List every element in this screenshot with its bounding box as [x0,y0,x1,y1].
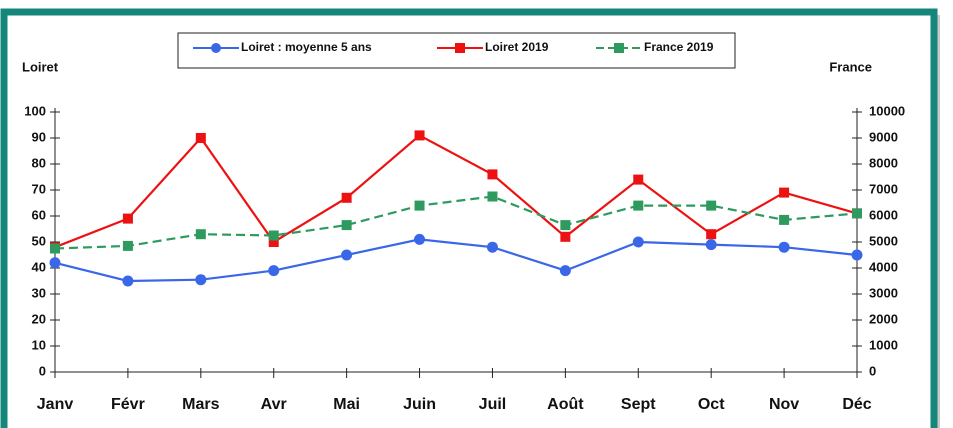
legend-marker [455,43,465,53]
series-marker [50,243,60,254]
x-tick-label: Août [547,396,584,413]
x-tick-label: Sept [621,396,656,413]
series-marker [487,169,498,180]
x-tick-label: Févr [111,396,145,413]
legend-label: France 2019 [644,40,714,54]
series-marker [195,133,206,143]
x-tick-label: Mars [182,396,219,413]
series-marker [560,231,571,242]
series-marker [341,220,352,231]
y-tick-label: 100 [24,103,46,118]
series-line [54,238,858,283]
series-marker [779,214,790,225]
y-tick-label: 90 [32,129,46,144]
y-tick-label: 70 [32,181,46,196]
series-marker [268,230,279,241]
series-marker [486,241,498,253]
y-tick-label: 20 [32,311,46,326]
frame [0,8,938,428]
series-marker [122,213,133,224]
y2-axis-label: France [829,59,872,74]
y2-tick-label: 4000 [869,259,898,274]
series-marker [268,265,280,277]
y-tick-label: 40 [32,259,46,274]
series-marker [560,220,571,231]
x-tick-label: Oct [698,396,725,413]
y2-tick-label: 2000 [869,311,898,326]
y2-tick-label: 1000 [869,337,898,352]
series-marker [341,249,353,261]
series-marker [414,130,425,141]
series-marker [414,200,425,211]
x-tick-label: Déc [842,396,871,413]
y-tick-label: 80 [32,155,46,170]
series-marker [633,174,644,185]
legend-marker [614,43,624,53]
series-marker [49,257,61,269]
y-tick-label: 50 [32,233,46,248]
y-tick-label: 0 [39,363,46,378]
y-axis-label: Loiret [22,59,59,74]
series-marker [268,237,279,247]
legend-marker [211,43,221,53]
series-marker [487,191,498,202]
legend-label: Loiret 2019 [485,40,549,54]
series-marker [706,200,717,211]
y-tick-label: 10 [32,337,46,352]
series-marker [633,200,644,211]
series-marker [122,275,134,287]
y2-tick-label: 0 [869,363,876,378]
series-marker [851,249,863,261]
y2-tick-label: 3000 [869,285,898,300]
y2-tick-label: 5000 [869,233,898,248]
x-tick-label: Juil [479,396,507,413]
series-marker [778,241,790,253]
y2-tick-label: 8000 [869,155,898,170]
series-marker [414,233,426,245]
series-marker [559,265,571,277]
series-marker [195,274,207,286]
series-marker [779,187,790,198]
legend-label: Loiret : moyenne 5 ans [241,40,372,54]
series-line [54,195,858,250]
x-tick-label: Avr [261,396,287,413]
series-marker [852,208,862,219]
x-tick-label: Nov [769,396,799,413]
series-marker [705,239,717,251]
series-marker [195,229,206,240]
y2-tick-label: 9000 [869,129,898,144]
x-tick-label: Mai [333,396,360,413]
y-tick-label: 60 [32,207,46,222]
series-marker [632,236,644,248]
x-tick-label: Juin [403,396,436,413]
y2-tick-label: 7000 [869,181,898,196]
x-tick-label: Janv [37,396,74,413]
series-marker [341,192,352,203]
series-line [54,134,858,249]
series-marker [122,240,133,251]
y-tick-label: 30 [32,285,46,300]
y2-tick-label: 10000 [869,103,905,118]
series-marker [706,229,717,240]
y2-tick-label: 6000 [869,207,898,222]
